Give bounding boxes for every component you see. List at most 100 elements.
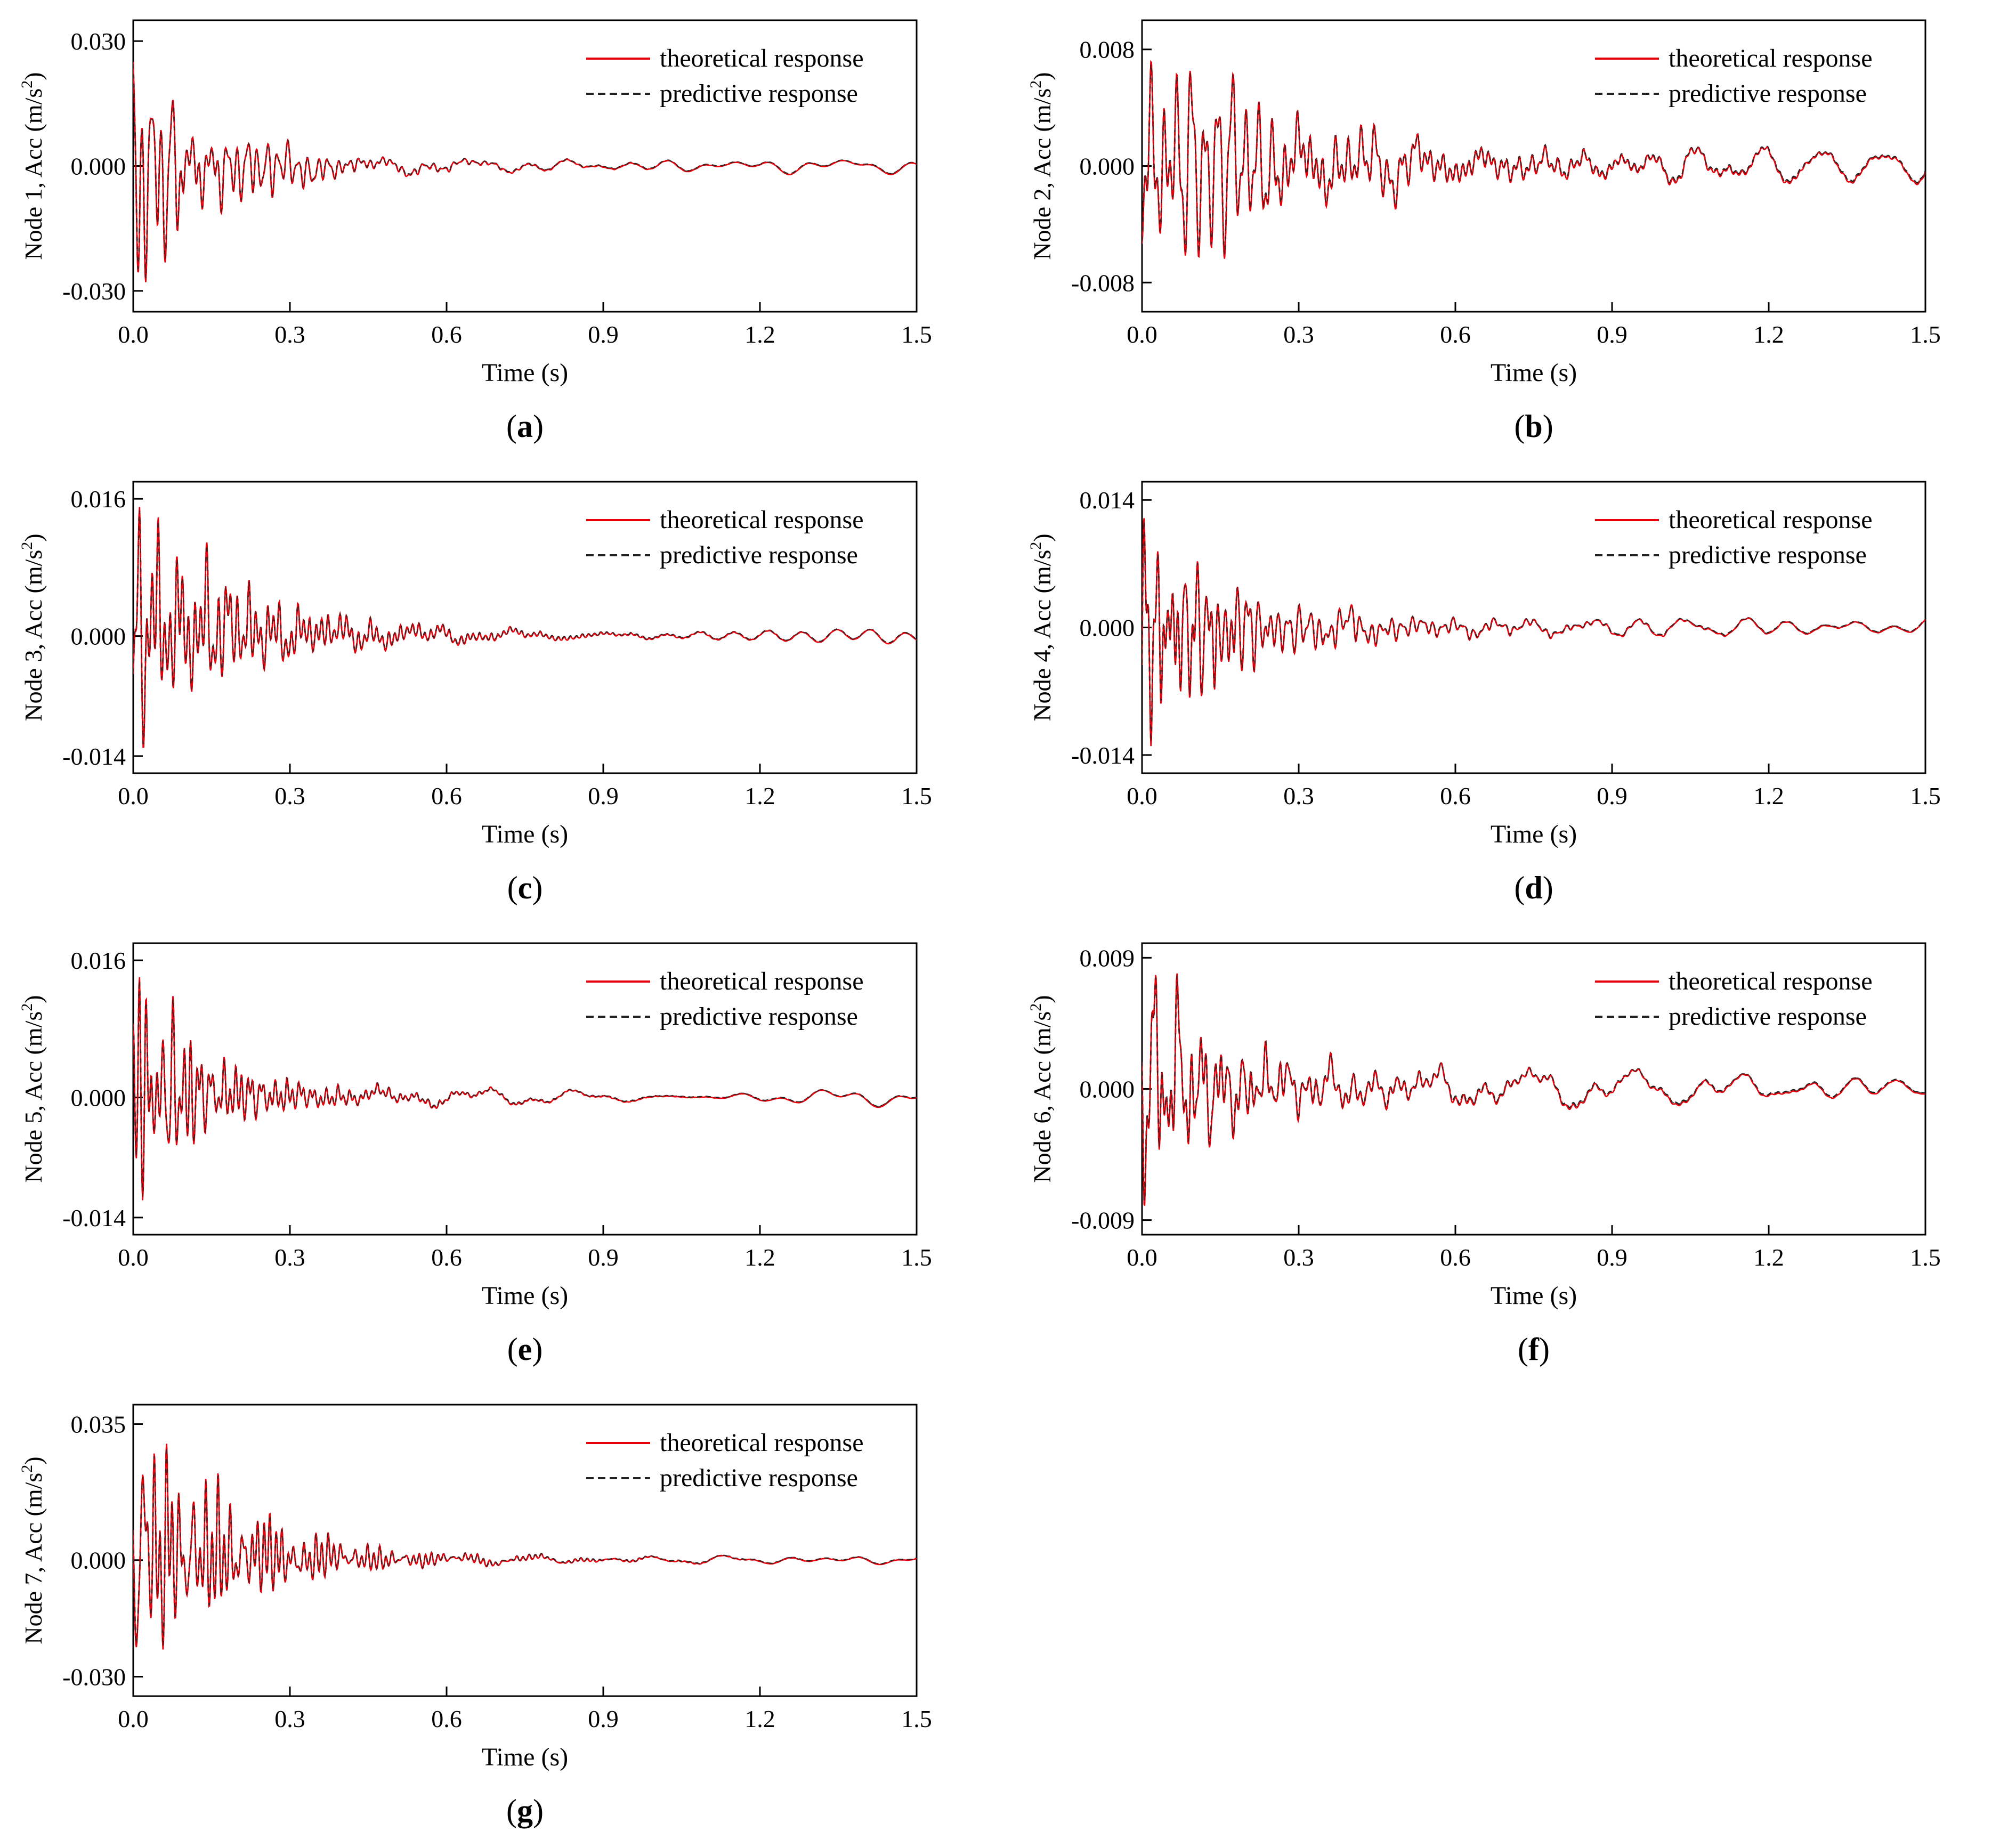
y-tick-label: -0.014 [62,1204,126,1231]
y-axis-label: Node 7, Acc (m/s2) [18,1456,47,1644]
x-tick-label: 1.5 [1910,321,1941,348]
y-axis-label: Node 6, Acc (m/s2) [1027,995,1056,1182]
x-tick-label: 0.9 [588,1705,619,1732]
x-tick-label: 0.0 [118,1244,149,1271]
series-predictive-overlay [133,510,917,744]
x-tick-label: 0.6 [431,1244,462,1271]
x-tick-label: 0.6 [431,782,462,809]
y-axis-label: Node 2, Acc (m/s2) [1027,72,1056,260]
legend-label-theoretical: theoretical response [660,44,864,72]
x-tick-label: 1.5 [901,321,932,348]
x-axis-label: Time (s) [482,1743,568,1771]
chart-panel-e: 0.0 0.3 0.6 0.9 1.2 1.5 -0.014 0.000 0.016 Time (… [18,942,932,1367]
x-tick-label: 0.9 [1597,1244,1628,1271]
x-axis-label: Time (s) [1491,1282,1577,1310]
x-tick-label: 0.0 [1127,321,1157,348]
legend-label-theoretical: theoretical response [660,967,864,995]
x-tick-label: 1.2 [744,1705,775,1732]
x-tick-label: 1.2 [1753,782,1784,809]
x-axis-label: Time (s) [482,820,568,848]
series-predictive-overlay [1142,976,1925,1202]
legend-label-theoretical: theoretical response [660,506,864,534]
x-tick-label: 0.3 [274,321,305,348]
x-tick-label: 0.6 [1440,1244,1471,1271]
x-tick-label: 0.3 [1283,1244,1314,1271]
x-tick-label: 0.0 [118,321,149,348]
x-tick-label: 0.0 [1127,1244,1157,1271]
chart-panel-a: 0.0 0.3 0.6 0.9 1.2 1.5 -0.030 0.000 0.030 Time (… [18,19,932,444]
x-tick-label: 1.5 [1910,782,1941,809]
legend-label-theoretical: theoretical response [1669,967,1873,995]
y-tick-label: -0.008 [1071,269,1135,296]
x-tick-label: 1.2 [744,1244,775,1271]
x-tick-label: 0.3 [274,782,305,809]
series-predictive-overlay [133,1447,917,1647]
series-theoretical-line [133,977,917,1201]
y-tick-label: 0.000 [1080,1076,1135,1103]
x-tick-label: 0.6 [1440,321,1471,348]
x-tick-label: 1.2 [1753,1244,1784,1271]
x-tick-label: 1.5 [901,1244,932,1271]
y-tick-label: 0.000 [1080,614,1135,642]
chart-panel-g: 0.0 0.3 0.6 0.9 1.2 1.5 -0.030 0.000 0.035 Time (… [18,1404,932,1828]
y-tick-label: 0.009 [1080,944,1135,971]
y-tick-label: 0.030 [71,28,126,55]
series-theoretical-line [133,507,917,748]
x-tick-label: 1.2 [1753,321,1784,348]
x-axis-label: Time (s) [1491,820,1577,848]
panel-label: (g) [506,1793,544,1828]
panel-label: (d) [1514,870,1553,905]
y-axis-label: Node 4, Acc (m/s2) [1027,533,1056,721]
plot-frame [132,942,918,1236]
x-tick-label: 0.3 [1283,782,1314,809]
panel-label: (a) [506,409,544,444]
legend-label-theoretical: theoretical response [660,1429,864,1457]
y-axis-label: Node 5, Acc (m/s2) [18,995,47,1182]
y-tick-label: 0.000 [71,1547,126,1574]
y-tick-label: 0.008 [1080,36,1135,63]
x-tick-label: 0.3 [274,1244,305,1271]
legend-label-theoretical: theoretical response [1669,506,1873,534]
x-tick-label: 1.5 [901,1705,932,1732]
x-tick-label: 1.5 [1910,1244,1941,1271]
y-axis-label: Node 1, Acc (m/s2) [18,72,47,260]
x-tick-label: 0.3 [274,1705,305,1732]
y-tick-label: 0.000 [71,153,126,180]
y-tick-label: -0.030 [62,1664,126,1691]
legend-label-predictive: predictive response [1669,79,1867,108]
x-axis-label: Time (s) [482,359,568,387]
x-tick-label: 0.6 [431,321,462,348]
x-axis-label: Time (s) [1491,359,1577,387]
series-theoretical-line [1142,518,1925,747]
x-tick-label: 0.0 [118,1705,149,1732]
x-tick-label: 0.9 [588,1244,619,1271]
panel-label: (b) [1514,409,1553,444]
panel-label: (e) [507,1332,543,1367]
series-theoretical-line [1142,973,1925,1206]
y-tick-label: -0.030 [62,278,126,305]
x-tick-label: 0.9 [1597,782,1628,809]
y-tick-label: 0.016 [71,485,126,513]
x-tick-label: 1.2 [744,321,775,348]
x-tick-label: 0.3 [1283,321,1314,348]
x-tick-label: 0.9 [588,782,619,809]
panel-label: (f) [1518,1332,1550,1367]
plot-frame [132,481,918,774]
legend-label-predictive: predictive response [1669,541,1867,569]
y-tick-label: -0.014 [1071,742,1135,769]
y-tick-label: -0.014 [62,743,126,770]
x-tick-label: 1.5 [901,782,932,809]
series-predictive-overlay [133,64,917,279]
legend-label-predictive: predictive response [660,1464,858,1492]
y-tick-label: -0.009 [1071,1207,1135,1234]
y-axis-label: Node 3, Acc (m/s2) [18,533,47,721]
x-tick-label: 1.2 [744,782,775,809]
x-tick-label: 0.6 [1440,782,1471,809]
series-theoretical-line [133,62,917,282]
chart-panel-b: 0.0 0.3 0.6 0.9 1.2 1.5 -0.008 0.000 0.008 Time (… [1027,19,1941,444]
chart-panel-c: 0.0 0.3 0.6 0.9 1.2 1.5 -0.014 0.000 0.016 Time (… [18,481,932,905]
chart-panel-d: 0.0 0.3 0.6 0.9 1.2 1.5 -0.014 0.000 0.014 Time (… [1027,481,1941,905]
x-tick-label: 0.9 [1597,321,1628,348]
y-tick-label: 0.000 [1080,153,1135,180]
chart-panel-f: 0.0 0.3 0.6 0.9 1.2 1.5 -0.009 0.000 0.009 Time (… [1027,942,1941,1367]
